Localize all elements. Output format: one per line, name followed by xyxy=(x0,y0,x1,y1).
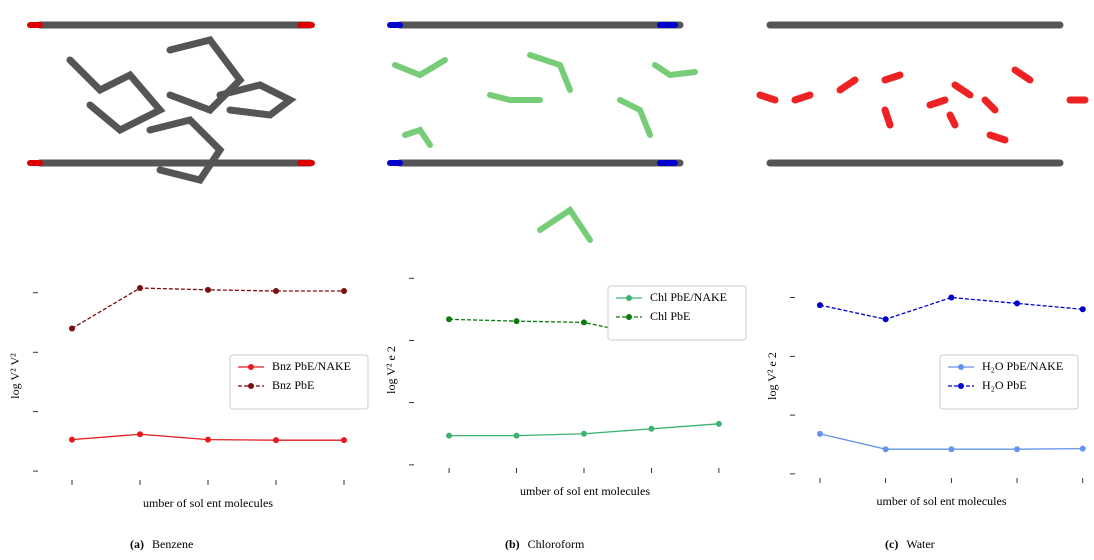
data-point xyxy=(341,437,347,443)
data-point xyxy=(1080,306,1086,312)
y-axis-label: log V² e 2 xyxy=(765,352,779,400)
caption-label: (b) xyxy=(505,537,520,551)
data-point xyxy=(948,446,954,452)
caption-text: Water xyxy=(906,537,934,551)
data-point xyxy=(883,446,889,452)
caption-text: Chloroform xyxy=(528,537,585,551)
legend-label: Bnz PbE/NAKE xyxy=(272,359,351,373)
legend-label: H₂O PbE xyxy=(982,378,1027,392)
data-point xyxy=(69,325,75,331)
y-axis-label: log V² e 2 xyxy=(384,346,398,394)
legend-marker xyxy=(626,295,632,301)
legend-label: Chl PbE/NAKE xyxy=(650,290,727,304)
caption: (c) Water xyxy=(885,537,935,551)
legend-marker xyxy=(626,314,632,320)
series-line xyxy=(820,298,1083,320)
legend-label: H₂O PbE/NAKE xyxy=(982,359,1063,373)
data-point xyxy=(514,318,520,324)
data-point xyxy=(446,433,452,439)
caption-label: (c) xyxy=(885,537,898,551)
legend-label: Bnz PbE xyxy=(272,378,314,392)
data-point xyxy=(1014,446,1020,452)
x-axis-label: umber of sol ent molecules xyxy=(877,494,1007,508)
legend-label: Chl PbE xyxy=(650,309,690,323)
caption-label: (a) xyxy=(130,537,144,551)
data-point xyxy=(514,433,520,439)
data-point xyxy=(446,316,452,322)
caption-text: Benzene xyxy=(152,537,193,551)
data-point xyxy=(137,431,143,437)
molecule-images xyxy=(30,25,1085,240)
data-point xyxy=(883,316,889,322)
legend-marker xyxy=(958,383,964,389)
data-point xyxy=(69,437,75,443)
legend-marker xyxy=(958,364,964,370)
data-point xyxy=(205,437,211,443)
data-point xyxy=(648,426,654,432)
data-point xyxy=(273,288,279,294)
figure: umber of sol ent molecules log V² V² Bnz P… xyxy=(0,0,1094,560)
data-point xyxy=(1014,300,1020,306)
data-point xyxy=(273,437,279,443)
data-point xyxy=(137,285,143,291)
data-point xyxy=(817,302,823,308)
legend-marker xyxy=(248,383,254,389)
data-point xyxy=(716,421,722,427)
caption: (b) Chloroform xyxy=(505,537,585,551)
data-point xyxy=(205,287,211,293)
data-point xyxy=(948,295,954,301)
legend-marker xyxy=(248,364,254,370)
data-point xyxy=(1080,446,1086,452)
y-axis-label: log V² V² xyxy=(8,353,22,399)
data-point xyxy=(581,319,587,325)
caption: (a) Benzene xyxy=(130,537,193,551)
x-axis-label: umber of sol ent molecules xyxy=(143,496,273,510)
data-point xyxy=(341,288,347,294)
series-line xyxy=(72,288,344,328)
x-axis-label: umber of sol ent molecules xyxy=(520,484,650,498)
data-point xyxy=(817,431,823,437)
data-point xyxy=(581,431,587,437)
